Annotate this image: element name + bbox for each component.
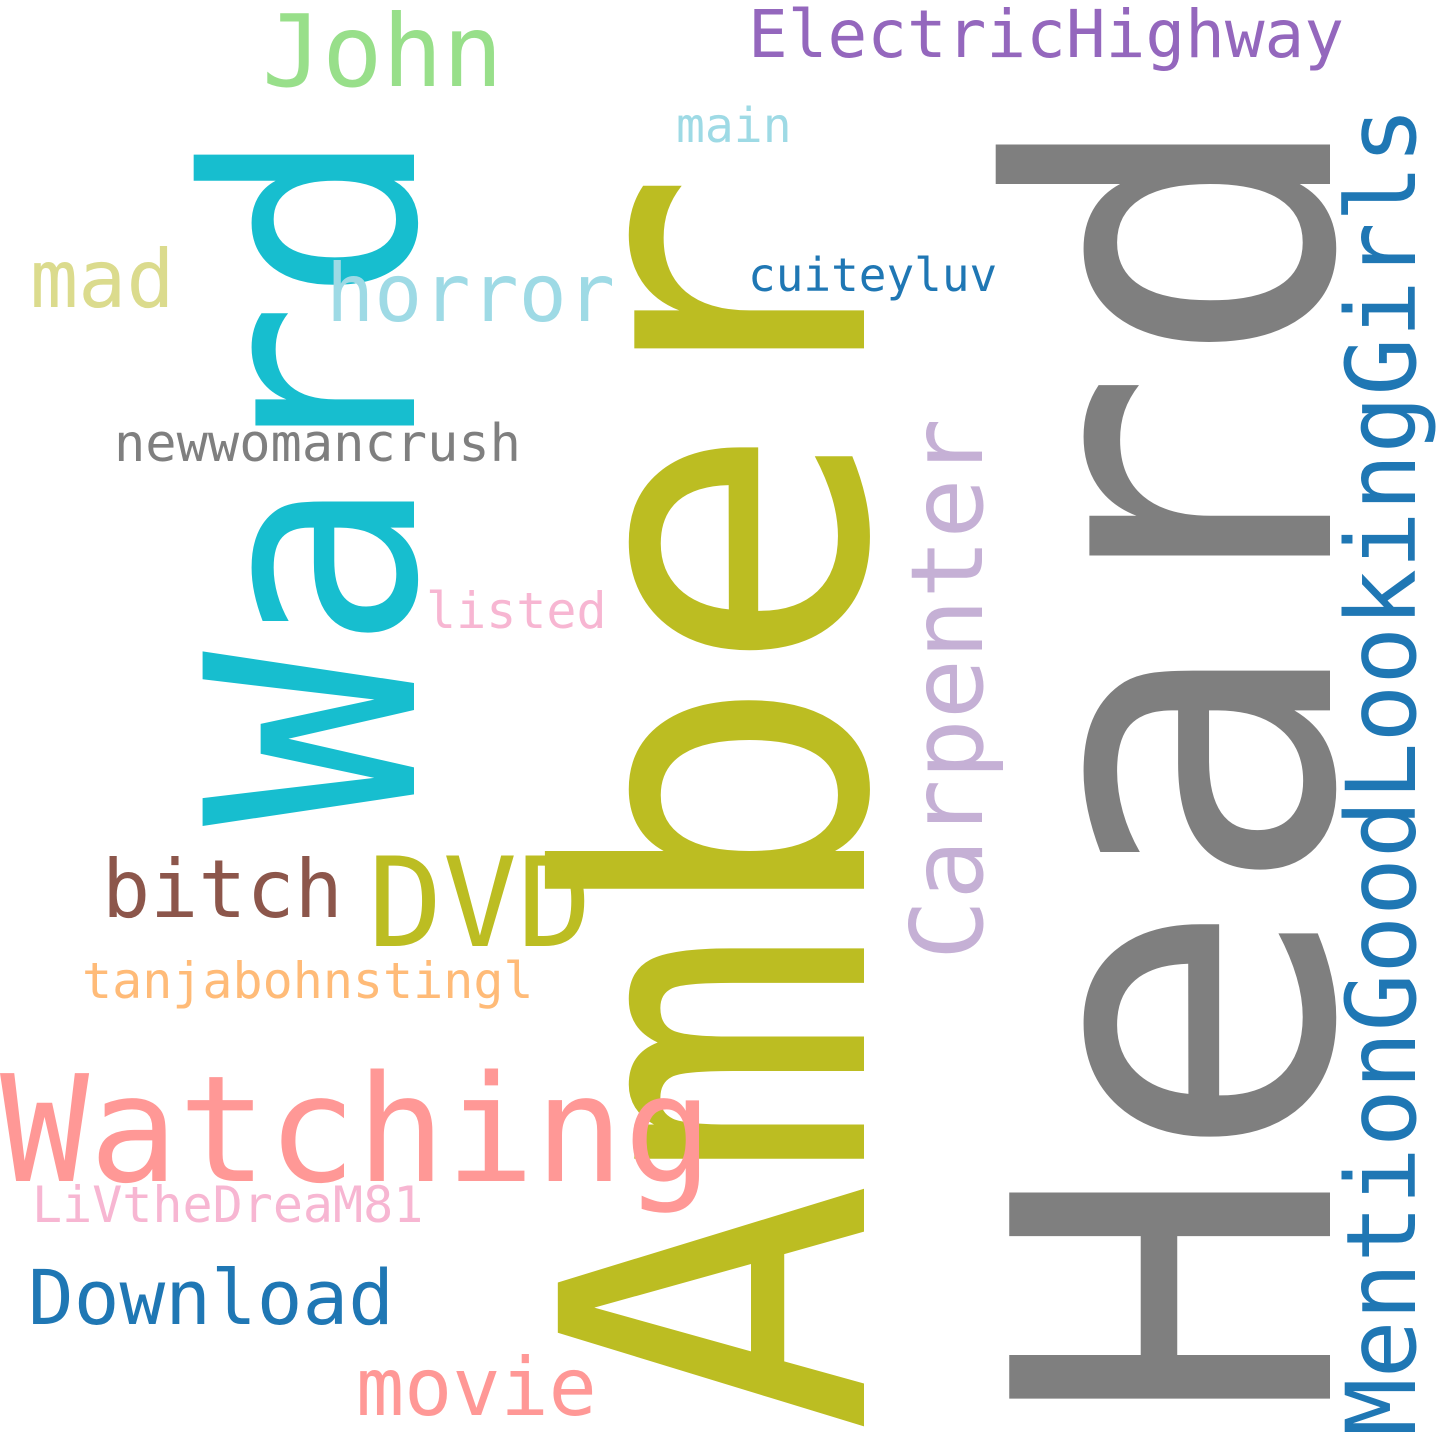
word-horror: horror (326, 247, 615, 340)
word-amber: Amber (475, 169, 964, 1434)
word-cuiteyluv: cuiteyluv (748, 248, 998, 302)
word-electrichighway: ElectricHighway (748, 0, 1345, 73)
word-ward: Ward (146, 127, 483, 826)
word-mentiongoodlookinggirls: MentionGoodLookingGirls (1326, 106, 1438, 1436)
word-movie: movie (356, 1341, 597, 1434)
word-tanjabohnstingl: tanjabohnstingl (82, 952, 534, 1010)
word-bitch: bitch (102, 843, 343, 936)
word-newwomancrush: newwomancrush (114, 414, 521, 474)
word-carpenter: Carpenter (889, 418, 1006, 960)
word-dvd: DVD (368, 832, 592, 976)
word-download: Download (28, 1253, 395, 1342)
word-watching: Watching (0, 1044, 713, 1216)
word-listed: listed (426, 582, 607, 640)
word-mad: mad (30, 233, 175, 326)
word-livthedream81: LiVtheDreaM81 (32, 1176, 424, 1234)
word-john: John (262, 0, 503, 110)
word-main: main (676, 98, 792, 154)
